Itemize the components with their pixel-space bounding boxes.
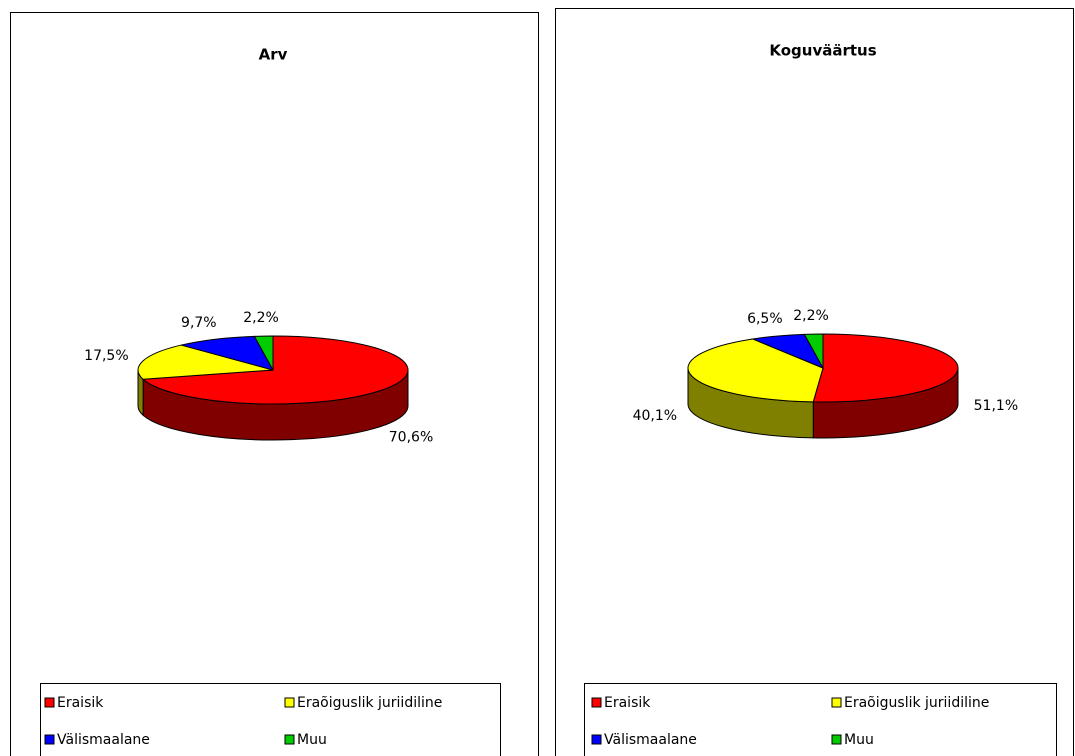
data-label: 40,1% (633, 408, 677, 424)
data-label: 2,2% (793, 308, 829, 324)
pie-slice (253, 335, 274, 371)
legend-label: Eraõiguslik juriidiline (297, 695, 442, 711)
chart-title: Koguväärtus (769, 42, 876, 60)
legend-label: Eraisik (57, 695, 104, 711)
legend-swatch (591, 734, 602, 745)
legend-label: Muu (844, 732, 874, 748)
legend-label: Välismaalane (57, 732, 150, 748)
pie-slice (803, 333, 824, 369)
pie-slice (687, 338, 824, 403)
legend-label: Eraõiguslik juriidiline (844, 695, 989, 711)
pie-slice (812, 333, 959, 403)
pie-slice (181, 335, 275, 371)
pie-tops (687, 333, 959, 403)
legend-swatch (831, 734, 842, 745)
legend-swatch (831, 697, 842, 708)
data-label: 9,7% (181, 315, 217, 331)
legend-label: Välismaalane (604, 732, 697, 748)
data-label: 51,1% (974, 398, 1018, 414)
legend-box (40, 683, 501, 756)
pie-sides (137, 369, 409, 441)
legend-label: Muu (297, 732, 327, 748)
legend-label: Eraisik (604, 695, 651, 711)
legend-swatch (591, 697, 602, 708)
pie-slice (137, 344, 274, 380)
chart-title: Arv (259, 46, 288, 64)
legend-swatch (44, 734, 55, 745)
legend-swatch (284, 734, 295, 745)
legend-box (584, 683, 1057, 756)
data-label: 2,2% (243, 310, 279, 326)
legend-swatch (44, 697, 55, 708)
data-label: 6,5% (747, 311, 783, 327)
data-label: 17,5% (84, 348, 128, 364)
pie-tops (137, 335, 409, 405)
pie-slice (141, 335, 409, 405)
data-label: 70,6% (389, 429, 433, 445)
legend-swatch (284, 697, 295, 708)
